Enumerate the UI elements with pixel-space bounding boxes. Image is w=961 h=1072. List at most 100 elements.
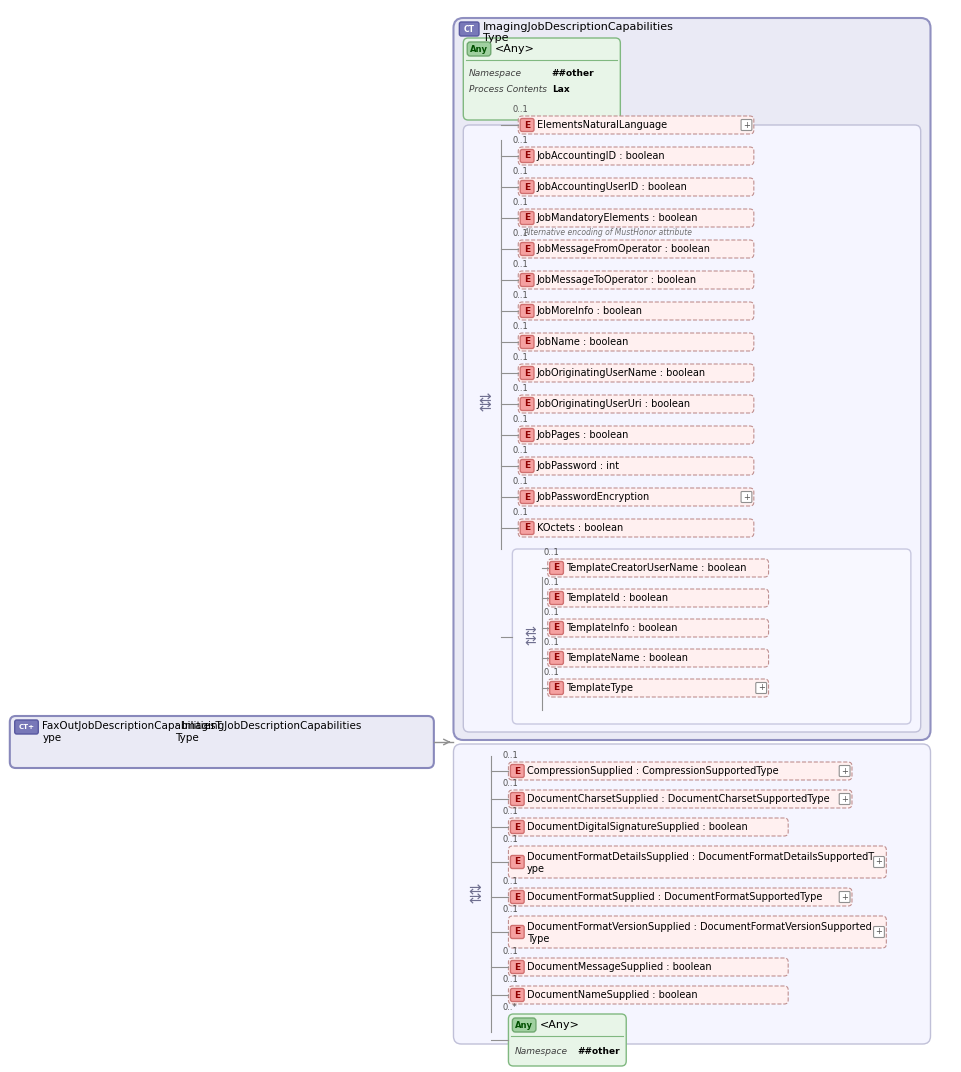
Text: JobOriginatingUserUri : boolean: JobOriginatingUserUri : boolean: [536, 399, 690, 410]
Text: Type: Type: [482, 33, 508, 43]
FancyBboxPatch shape: [838, 765, 850, 776]
Text: 0..1: 0..1: [512, 167, 528, 176]
FancyBboxPatch shape: [518, 457, 753, 475]
Text: ype: ype: [42, 733, 62, 743]
Text: DocumentNameSupplied : boolean: DocumentNameSupplied : boolean: [527, 991, 697, 1000]
Text: 0..1: 0..1: [502, 779, 518, 788]
FancyBboxPatch shape: [459, 23, 479, 36]
FancyBboxPatch shape: [518, 209, 753, 227]
Text: JobMessageFromOperator : boolean: JobMessageFromOperator : boolean: [536, 244, 710, 254]
Text: E: E: [524, 369, 530, 377]
FancyBboxPatch shape: [508, 762, 851, 780]
Text: +: +: [875, 927, 881, 937]
Text: DocumentDigitalSignatureSupplied : boolean: DocumentDigitalSignatureSupplied : boole…: [527, 822, 747, 832]
FancyBboxPatch shape: [518, 302, 753, 321]
FancyBboxPatch shape: [740, 119, 752, 131]
FancyBboxPatch shape: [520, 242, 533, 255]
FancyBboxPatch shape: [510, 961, 524, 973]
Text: 0..1: 0..1: [502, 947, 518, 956]
Text: ⇄: ⇄: [478, 399, 491, 414]
FancyBboxPatch shape: [520, 398, 533, 411]
Text: +: +: [757, 684, 764, 693]
Text: DocumentMessageSupplied : boolean: DocumentMessageSupplied : boolean: [527, 962, 711, 972]
FancyBboxPatch shape: [838, 892, 850, 903]
Text: +: +: [840, 893, 848, 902]
Text: TemplateName : boolean: TemplateName : boolean: [566, 653, 688, 662]
Text: +: +: [840, 794, 848, 804]
Text: ##other: ##other: [551, 70, 594, 78]
FancyBboxPatch shape: [508, 790, 851, 808]
FancyBboxPatch shape: [453, 18, 929, 740]
FancyBboxPatch shape: [873, 857, 883, 867]
FancyBboxPatch shape: [463, 38, 620, 120]
Text: Type: Type: [175, 733, 198, 743]
Text: E: E: [514, 927, 520, 937]
FancyBboxPatch shape: [510, 925, 524, 938]
FancyBboxPatch shape: [518, 178, 753, 196]
Text: 0..1: 0..1: [512, 508, 528, 517]
FancyBboxPatch shape: [547, 619, 768, 637]
FancyBboxPatch shape: [518, 147, 753, 165]
FancyBboxPatch shape: [547, 589, 768, 607]
Text: E: E: [514, 963, 520, 971]
Text: DocumentFormatVersionSupplied : DocumentFormatVersionSupported: DocumentFormatVersionSupplied : Document…: [527, 922, 871, 932]
Text: 0..1: 0..1: [512, 322, 528, 331]
Text: E: E: [514, 858, 520, 866]
FancyBboxPatch shape: [547, 679, 768, 697]
Text: E: E: [524, 182, 530, 192]
Text: TemplateType: TemplateType: [566, 683, 632, 693]
Text: TemplateCreatorUserName : boolean: TemplateCreatorUserName : boolean: [566, 563, 746, 574]
Text: 0..1: 0..1: [543, 548, 559, 557]
Text: 0..1: 0..1: [512, 260, 528, 269]
FancyBboxPatch shape: [510, 764, 524, 777]
Text: 0..1: 0..1: [502, 976, 518, 984]
Text: Lax: Lax: [551, 86, 569, 94]
Text: JobMessageToOperator : boolean: JobMessageToOperator : boolean: [536, 276, 697, 285]
FancyBboxPatch shape: [518, 271, 753, 289]
FancyBboxPatch shape: [508, 1014, 626, 1066]
FancyBboxPatch shape: [520, 521, 533, 535]
FancyBboxPatch shape: [463, 125, 920, 732]
Text: 0..1: 0..1: [502, 751, 518, 760]
FancyBboxPatch shape: [512, 549, 910, 724]
FancyBboxPatch shape: [518, 488, 753, 506]
FancyBboxPatch shape: [10, 716, 433, 768]
Text: JobPassword : int: JobPassword : int: [536, 461, 620, 471]
Text: E: E: [514, 766, 520, 775]
Text: CompressionSupplied : CompressionSupportedType: CompressionSupplied : CompressionSupport…: [527, 766, 777, 776]
FancyBboxPatch shape: [510, 855, 524, 868]
Text: DocumentCharsetSupplied : DocumentCharsetSupportedType: DocumentCharsetSupplied : DocumentCharse…: [527, 794, 828, 804]
FancyBboxPatch shape: [873, 926, 883, 938]
Text: JobAccountingID : boolean: JobAccountingID : boolean: [536, 151, 665, 161]
FancyBboxPatch shape: [520, 273, 533, 286]
Text: E: E: [524, 120, 530, 130]
FancyBboxPatch shape: [510, 820, 524, 834]
Text: FaxOutJobDescriptionCapabilitiesT: FaxOutJobDescriptionCapabilitiesT: [42, 721, 222, 731]
Text: +: +: [742, 492, 750, 502]
Text: E: E: [514, 794, 520, 804]
FancyBboxPatch shape: [508, 986, 787, 1004]
Text: E: E: [524, 213, 530, 223]
FancyBboxPatch shape: [453, 744, 929, 1044]
FancyBboxPatch shape: [467, 42, 490, 56]
FancyBboxPatch shape: [520, 304, 533, 317]
Text: ⇄: ⇄: [524, 625, 535, 640]
FancyBboxPatch shape: [508, 915, 885, 948]
Text: E: E: [524, 431, 530, 440]
Text: 0..1: 0..1: [502, 877, 518, 885]
Text: E: E: [514, 893, 520, 902]
Text: E: E: [524, 151, 530, 161]
FancyBboxPatch shape: [547, 649, 768, 667]
Text: 0..1: 0..1: [502, 835, 518, 844]
FancyBboxPatch shape: [508, 958, 787, 976]
FancyBboxPatch shape: [549, 652, 563, 665]
FancyBboxPatch shape: [518, 116, 753, 134]
FancyBboxPatch shape: [508, 888, 851, 906]
Text: ⇄: ⇄: [478, 391, 491, 406]
Text: DocumentFormatDetailsSupplied : DocumentFormatDetailsSupportedT: DocumentFormatDetailsSupplied : Document…: [527, 851, 874, 862]
Text: E: E: [524, 523, 530, 533]
Text: 0..1: 0..1: [543, 638, 559, 647]
Text: 0..1: 0..1: [502, 807, 518, 816]
Text: 0..1: 0..1: [512, 353, 528, 362]
Text: : ImagingJobDescriptionCapabilities: : ImagingJobDescriptionCapabilities: [175, 721, 360, 731]
